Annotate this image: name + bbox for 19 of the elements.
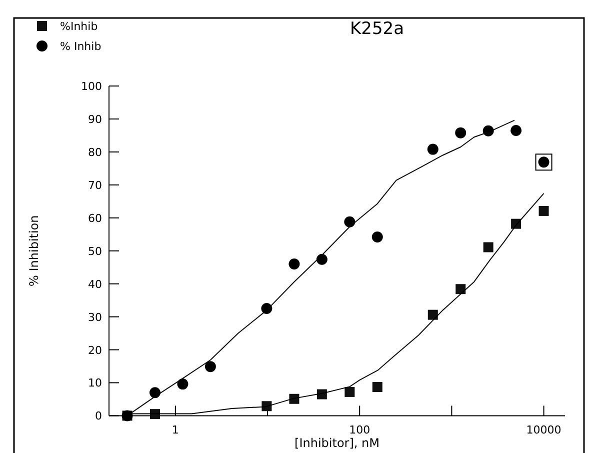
y-tick-label: 100 xyxy=(81,80,102,93)
y-tick-label: 20 xyxy=(88,344,102,357)
y-tick-label: 90 xyxy=(88,112,102,126)
x-tick-label: 1 xyxy=(172,424,179,437)
y-tick-label: 60 xyxy=(88,212,102,225)
y-tick-label: 30 xyxy=(88,310,102,324)
y-tick-label: 80 xyxy=(88,146,102,159)
y-tick-label: 50 xyxy=(88,244,102,258)
x-tick-label: 10000 xyxy=(526,424,562,437)
y-tick-label: 40 xyxy=(88,278,102,291)
legend-label: %Inhib xyxy=(60,20,98,33)
y-axis-title: % Inhibition xyxy=(27,215,41,286)
chart-title: K252a xyxy=(350,19,404,39)
x-axis-title: [Inhibitor], nM xyxy=(294,436,380,450)
y-tick-label: 70 xyxy=(88,178,102,192)
y-tick-label: 0 xyxy=(95,410,102,423)
y-tick-label: 10 xyxy=(88,376,102,390)
legend-label: % Inhib xyxy=(60,40,102,53)
x-tick-label: 100 xyxy=(349,424,370,437)
